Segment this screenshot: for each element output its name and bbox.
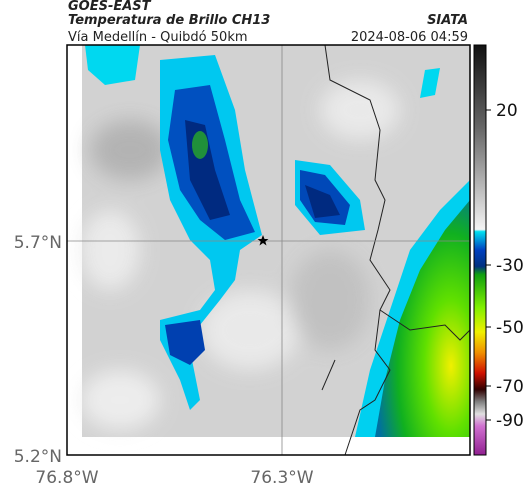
colorbar-ticks: [486, 109, 491, 421]
map: [67, 45, 470, 455]
map-frame: [66, 44, 471, 456]
colorbar-tick-label: -90: [496, 411, 524, 431]
lon-label: 76.3°W: [250, 468, 313, 488]
lat-label: 5.7°N: [14, 233, 62, 253]
lat-label: 5.2°N: [14, 447, 62, 467]
colorbar-tick-label: -30: [496, 256, 524, 276]
timestamp: 2024-08-06 04:59: [351, 30, 468, 45]
subtitle: Vía Medellín - Quibdó 50km: [68, 30, 248, 45]
lon-label: 76.8°W: [35, 468, 98, 488]
org: SIATA: [427, 13, 468, 28]
colorbar-tick-label: -50: [496, 318, 524, 338]
colorbar-tick-label: -70: [496, 377, 524, 397]
colorbar: [473, 44, 487, 456]
title: Temperatura de Brillo CH13: [68, 13, 270, 28]
colorbar-tick-label: 20: [496, 101, 518, 121]
source: GOES-EAST: [68, 0, 152, 14]
